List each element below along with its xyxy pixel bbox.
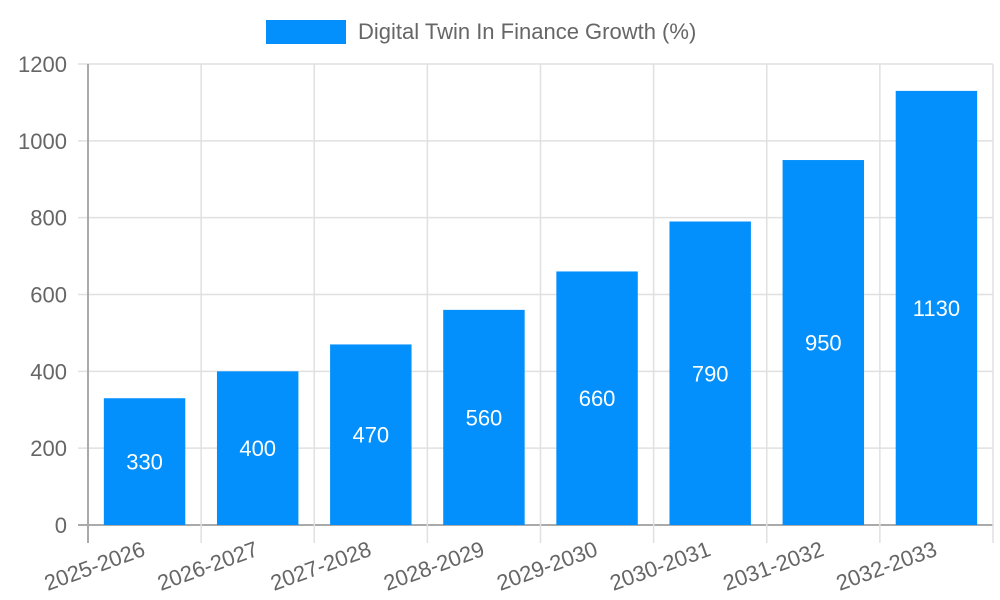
bar[interactable] bbox=[216, 371, 299, 525]
x-tick-label: 2031-2032 bbox=[720, 536, 827, 595]
x-tick-label: 2026-2027 bbox=[154, 536, 261, 595]
bar-value-label: 470 bbox=[352, 423, 389, 448]
x-tick-label: 2032-2033 bbox=[833, 536, 940, 595]
bar-value-label: 790 bbox=[692, 361, 729, 386]
bar[interactable] bbox=[443, 309, 525, 525]
bar[interactable] bbox=[103, 398, 186, 525]
y-tick-label: 600 bbox=[30, 283, 67, 308]
bar-value-label: 1130 bbox=[913, 296, 960, 321]
y-tick-label: 1200 bbox=[18, 52, 67, 77]
bar[interactable] bbox=[782, 160, 865, 525]
y-tick-label: 0 bbox=[55, 513, 67, 538]
x-tick-label: 2025-2026 bbox=[41, 536, 148, 595]
x-tick-label: 2028-2029 bbox=[380, 536, 487, 595]
legend-label: Digital Twin In Finance Growth (%) bbox=[358, 19, 697, 44]
bar[interactable] bbox=[330, 344, 412, 525]
bar[interactable] bbox=[669, 221, 751, 525]
x-tick-label: 2030-2031 bbox=[606, 536, 713, 595]
bar-value-label: 950 bbox=[805, 331, 842, 356]
bar-value-label: 330 bbox=[126, 450, 163, 475]
chart-legend: Digital Twin In Finance Growth (%) bbox=[266, 18, 696, 46]
bar-value-label: 660 bbox=[579, 386, 616, 411]
y-tick-label: 800 bbox=[30, 206, 67, 231]
bar[interactable] bbox=[556, 271, 638, 525]
y-tick-label: 400 bbox=[30, 359, 67, 384]
bar-value-label: 560 bbox=[466, 405, 503, 430]
y-tick-label: 200 bbox=[30, 436, 67, 461]
x-tick-label: 2029-2030 bbox=[493, 536, 600, 595]
legend-swatch[interactable] bbox=[266, 20, 346, 44]
bar-value-label: 400 bbox=[239, 436, 276, 461]
x-tick-label: 2027-2028 bbox=[267, 536, 374, 595]
bar[interactable] bbox=[895, 90, 978, 526]
y-tick-label: 1000 bbox=[18, 129, 67, 154]
